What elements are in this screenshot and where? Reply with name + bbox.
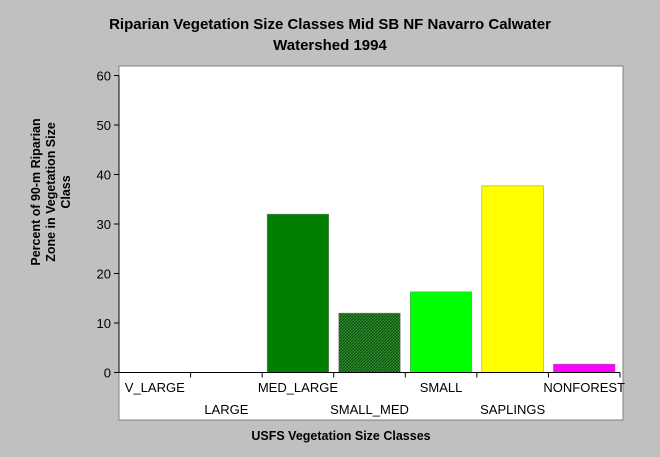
y-axis-title-line-1: Percent of 90-m Riparian xyxy=(29,118,43,265)
chart-title-line-2: Watershed 1994 xyxy=(273,37,387,54)
y-tick-label: 0 xyxy=(104,366,111,381)
bars xyxy=(266,185,616,373)
y-tick-label: 30 xyxy=(97,217,111,232)
x-tick-label-small-med: SMALL_MED xyxy=(330,402,409,417)
y-tick-label: 40 xyxy=(97,168,111,183)
x-tick-label-saplings: SAPLINGS xyxy=(480,402,545,417)
x-tick-label-large: LARGE xyxy=(204,402,248,417)
x-tick-label-small: SMALL xyxy=(420,380,463,395)
bar-small-med xyxy=(338,312,401,373)
x-tick-label-nonforest: NONFOREST xyxy=(543,380,625,395)
y-tick-label: 50 xyxy=(97,118,111,133)
chart-title-line-1: Riparian Vegetation Size Classes Mid SB … xyxy=(109,16,551,33)
bar-med-large xyxy=(266,213,329,373)
y-tick-label: 20 xyxy=(97,267,111,282)
y-tick-label: 60 xyxy=(97,69,111,84)
bar-nonforest xyxy=(553,363,616,373)
y-axis-title-line-2: Zone in Vegetation Size xyxy=(44,122,58,262)
x-axis: V_LARGE LARGE MED_LARGE SMALL_MED SMALL SAPLI… xyxy=(119,372,625,417)
y-axis-title: Percent of 90-m Riparian Zone in Vegetat… xyxy=(29,118,73,265)
x-tick-label-v-large: V_LARGE xyxy=(125,380,185,395)
bar-small xyxy=(410,291,473,373)
bar-saplings xyxy=(481,185,544,373)
x-axis-title: USFS Vegetation Size Classes xyxy=(251,429,430,443)
y-axis-title-line-3: Class xyxy=(59,175,73,208)
y-axis: 0 10 20 30 40 50 60 xyxy=(97,69,120,381)
y-tick-label: 10 xyxy=(97,316,111,331)
x-tick-label-med-large: MED_LARGE xyxy=(258,380,339,395)
